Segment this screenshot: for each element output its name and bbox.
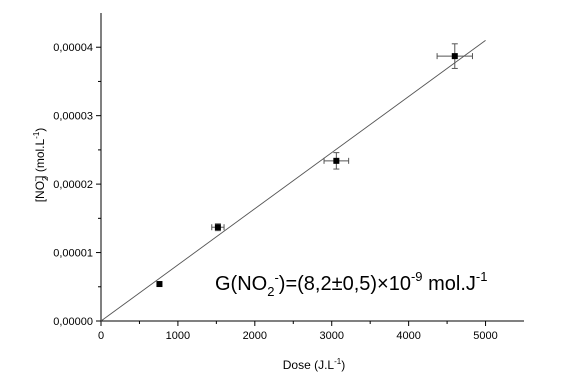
x-axis-label: Dose (J.L-1)	[283, 357, 345, 372]
y-tick-label: 0,00004	[53, 42, 93, 54]
y-tick-label: 0,00002	[53, 179, 93, 191]
x-tick-label: 3000	[319, 330, 343, 342]
data-points	[156, 43, 473, 288]
g-value-annotation: G(NO2-)=(8,2±0,5)×10-9 mol.J-1	[215, 269, 487, 299]
ticks: 0 1000 2000 3000 4000 5000 0,00000 0,00001 0,000…	[53, 42, 498, 342]
y-tick-label: 0,00003	[53, 111, 93, 123]
x-tick-label: 4000	[396, 330, 420, 342]
fit-line-group	[100, 40, 486, 322]
data-point	[214, 224, 221, 231]
x-tick-label: 5000	[473, 330, 497, 342]
x-tick-label: 2000	[243, 330, 267, 342]
data-point	[451, 53, 458, 60]
x-tick-label: 0	[98, 330, 104, 342]
y-tick-label: 0,00001	[53, 248, 93, 260]
y-axis-label: [NO2-] (mol.L-1)	[31, 128, 50, 203]
y-tick-label: 0,00000	[53, 316, 93, 328]
fit-line	[100, 40, 486, 322]
data-point	[156, 281, 163, 288]
x-tick-label: 1000	[166, 330, 190, 342]
axes	[100, 13, 524, 322]
data-point	[333, 157, 340, 164]
